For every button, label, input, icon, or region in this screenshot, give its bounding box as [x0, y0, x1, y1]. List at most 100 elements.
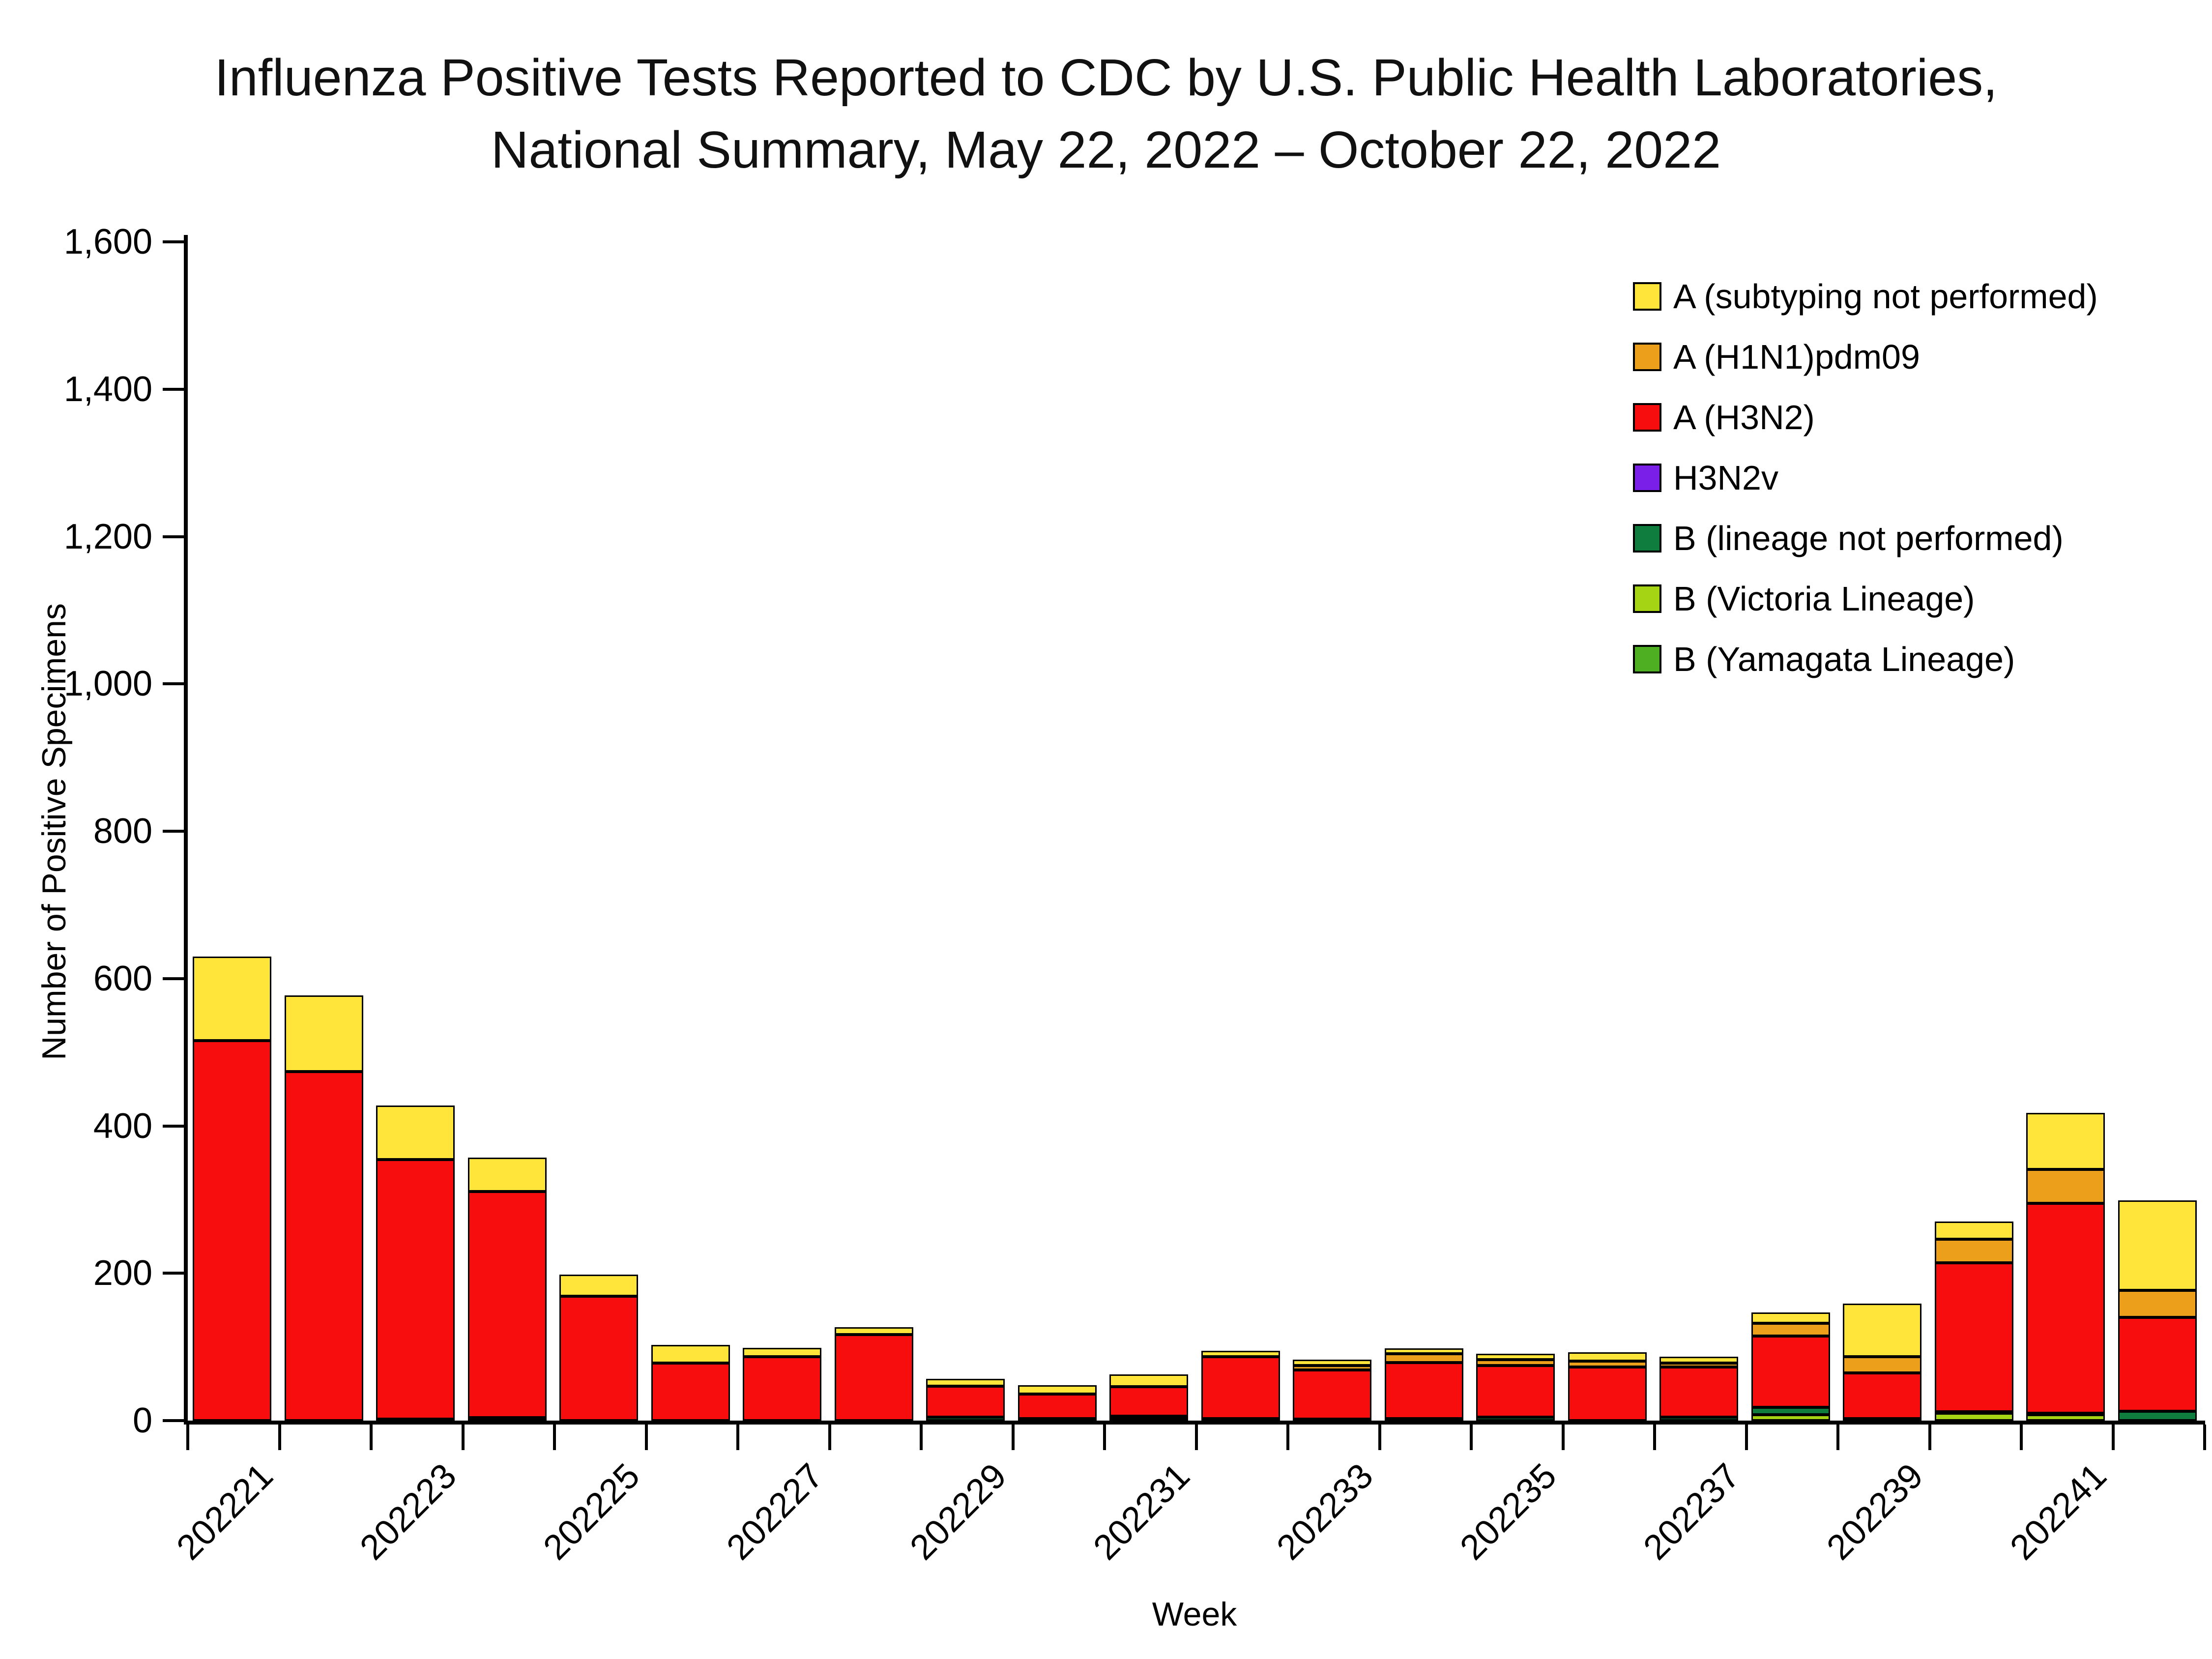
bar-segment-a-h3n2 [2118, 1317, 2197, 1411]
bar-week-202233 [1293, 242, 1371, 1421]
y-tick-label: 1,000 [63, 664, 152, 704]
bar-segment-a-subtyping-not-performed [1934, 1222, 2013, 1240]
bar-segment-a-h3n2 [1109, 1387, 1188, 1417]
bar-week-202228 [834, 242, 913, 1421]
bar-week-202229 [926, 242, 1005, 1421]
bar-segment-b-lineage-not-performed [467, 1418, 547, 1421]
bar-segment-h3n2v [1109, 1416, 1188, 1420]
bar-week-202242 [2118, 242, 2197, 1421]
bar-segment-a-h3n2 [1934, 1263, 2013, 1412]
bar-segment-a-h3n2 [1476, 1365, 1555, 1417]
bar-segment-a-subtyping-not-performed [1843, 1303, 1921, 1357]
y-tick-label: 800 [93, 812, 152, 851]
y-tick [163, 535, 184, 538]
bar-segment-a-subtyping-not-performed [926, 1378, 1005, 1386]
bar-segment-a-h1n1pdm09 [1751, 1323, 1830, 1336]
x-tick-label: 202223 [352, 1456, 464, 1568]
legend-entry-6: B (Victoria Lineage) [1633, 582, 1975, 616]
bar-week-202241 [2026, 242, 2105, 1421]
bar-week-202231 [1109, 242, 1188, 1421]
x-tick [1928, 1425, 1931, 1450]
legend-entry-1: A (subtyping not performed) [1633, 279, 2098, 314]
x-axis-title: Week [1152, 1596, 1237, 1633]
bar-segment-a-h3n2 [1843, 1372, 1921, 1419]
x-tick [1836, 1425, 1839, 1450]
y-tick-label: 1,200 [63, 517, 152, 556]
plot-area [0, 242, 2212, 1421]
bar-segment-a-subtyping-not-performed [1568, 1352, 1647, 1361]
bar-segment-a-subtyping-not-performed [1293, 1359, 1371, 1366]
bar-segment-a-subtyping-not-performed [1384, 1348, 1463, 1354]
x-tick [553, 1425, 556, 1450]
y-axis-line [184, 235, 188, 1424]
bar-segment-b-lineage-not-performed [2118, 1411, 2197, 1421]
bar-segment-b-lineage-not-performed [926, 1417, 1005, 1421]
bar-segment-a-h3n2 [1384, 1362, 1463, 1419]
bar-segment-a-subtyping-not-performed [743, 1347, 821, 1357]
bar-week-202225 [559, 242, 638, 1421]
y-tick [163, 682, 184, 686]
x-tick [1745, 1425, 1748, 1450]
y-tick-label: 600 [93, 959, 152, 998]
bar-segment-a-subtyping-not-performed [651, 1344, 730, 1364]
y-tick [163, 830, 184, 833]
bar-week-202236 [1568, 242, 1647, 1421]
bar-segment-a-h1n1pdm09 [1843, 1356, 1921, 1373]
bar-segment-a-h3n2 [376, 1160, 455, 1420]
legend-label: B (lineage not performed) [1673, 519, 2064, 557]
legend-swatch [1633, 464, 1661, 492]
legend-swatch [1633, 524, 1661, 553]
y-tick [163, 1124, 184, 1128]
y-tick [163, 240, 184, 243]
x-tick-label: 202239 [1819, 1456, 1931, 1568]
bar-week-202237 [1659, 242, 1738, 1421]
bar-segment-a-subtyping-not-performed [1109, 1374, 1188, 1387]
y-tick-label: 1,400 [63, 369, 152, 409]
bar-week-202227 [743, 242, 821, 1421]
x-tick [736, 1425, 739, 1450]
bar-segment-a-h3n2 [743, 1356, 821, 1421]
bar-segment-b-victoria [1934, 1413, 2013, 1421]
legend-label: B (Yamagata Lineage) [1673, 640, 2015, 678]
legend-swatch [1633, 343, 1661, 371]
bar-segment-b-lineage-not-performed [1476, 1417, 1555, 1421]
bar-segment-a-h3n2 [559, 1296, 638, 1421]
x-tick [828, 1425, 831, 1450]
bar-week-202230 [1018, 242, 1097, 1421]
x-tick-label: 202221 [169, 1456, 281, 1568]
bar-segment-a-subtyping-not-performed [1659, 1356, 1738, 1364]
y-tick-label: 0 [132, 1401, 152, 1440]
bar-week-202226 [651, 242, 730, 1421]
bar-week-202238 [1751, 242, 1830, 1421]
y-tick [163, 1272, 184, 1275]
legend-swatch [1633, 645, 1661, 673]
bar-week-202234 [1384, 242, 1463, 1421]
bar-week-202240 [1934, 242, 2013, 1421]
bar-week-202221 [193, 242, 271, 1421]
bar-segment-a-subtyping-not-performed [467, 1157, 547, 1192]
bar-segment-a-h1n1pdm09 [2026, 1169, 2105, 1203]
bar-segment-a-h1n1pdm09 [1568, 1361, 1647, 1367]
x-tick-label: 202233 [1269, 1456, 1381, 1568]
bar-segment-a-subtyping-not-performed [1201, 1350, 1280, 1357]
x-tick [1470, 1425, 1473, 1450]
bar-segment-a-h3n2 [1568, 1367, 1647, 1421]
bar-segment-a-h1n1pdm09 [1934, 1239, 2013, 1263]
legend-entry-2: A (H1N1)pdm09 [1633, 340, 1920, 374]
x-tick [2203, 1425, 2206, 1450]
bar-week-202222 [284, 242, 363, 1421]
y-tick [163, 387, 184, 391]
bar-segment-a-subtyping-not-performed [1476, 1353, 1555, 1360]
x-tick-label: 202227 [719, 1456, 831, 1568]
legend-label: B (Victoria Lineage) [1673, 580, 1975, 618]
legend-entry-5: B (lineage not performed) [1633, 521, 2064, 555]
bar-week-202239 [1843, 242, 1921, 1421]
bar-week-202224 [467, 242, 547, 1421]
chart-title-line-1: Influenza Positive Tests Reported to CDC… [214, 49, 1998, 107]
bar-segment-a-h1n1pdm09 [1476, 1359, 1555, 1366]
bar-segment-a-subtyping-not-performed [559, 1275, 638, 1296]
legend-swatch [1633, 403, 1661, 432]
bar-segment-a-subtyping-not-performed [2118, 1200, 2197, 1290]
x-tick-label: 202237 [1636, 1456, 1747, 1568]
x-tick [644, 1425, 648, 1450]
